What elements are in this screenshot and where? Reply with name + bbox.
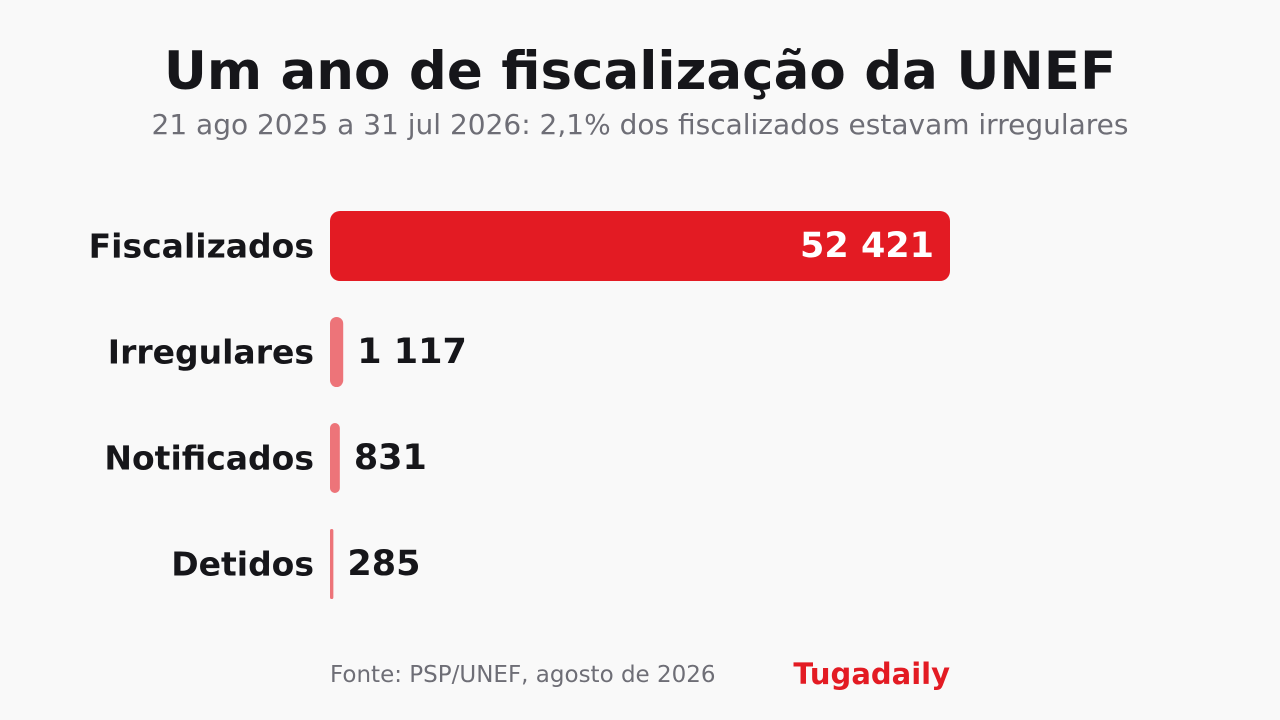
category-label: Irregulares xyxy=(108,333,314,372)
bar-irregulares xyxy=(330,317,344,387)
value-label: 1 117 xyxy=(357,332,467,372)
value-label: 52 421 xyxy=(800,226,934,266)
chart-title: Um ano de fiscalização da UNEF xyxy=(163,41,1117,102)
bar-notificados xyxy=(330,423,340,493)
bar-fiscalizados xyxy=(330,211,950,281)
bars-layer: Fiscalizados 52 421 Irregulares 1 117 Notifi… xyxy=(89,211,950,599)
category-label: Notificados xyxy=(104,439,314,478)
category-label: Detidos xyxy=(171,545,314,584)
chart-subtitle: 21 ago 2025 a 31 jul 2026: 2,1% dos fisc… xyxy=(151,108,1129,141)
value-label: 831 xyxy=(354,438,427,478)
source-note: Fonte: PSP/UNEF, agosto de 2026 xyxy=(330,662,716,688)
category-label: Fiscalizados xyxy=(89,227,314,266)
value-label: 285 xyxy=(347,544,420,584)
brand-logo: Tugadaily xyxy=(793,657,950,691)
bar-detidos xyxy=(330,529,334,599)
